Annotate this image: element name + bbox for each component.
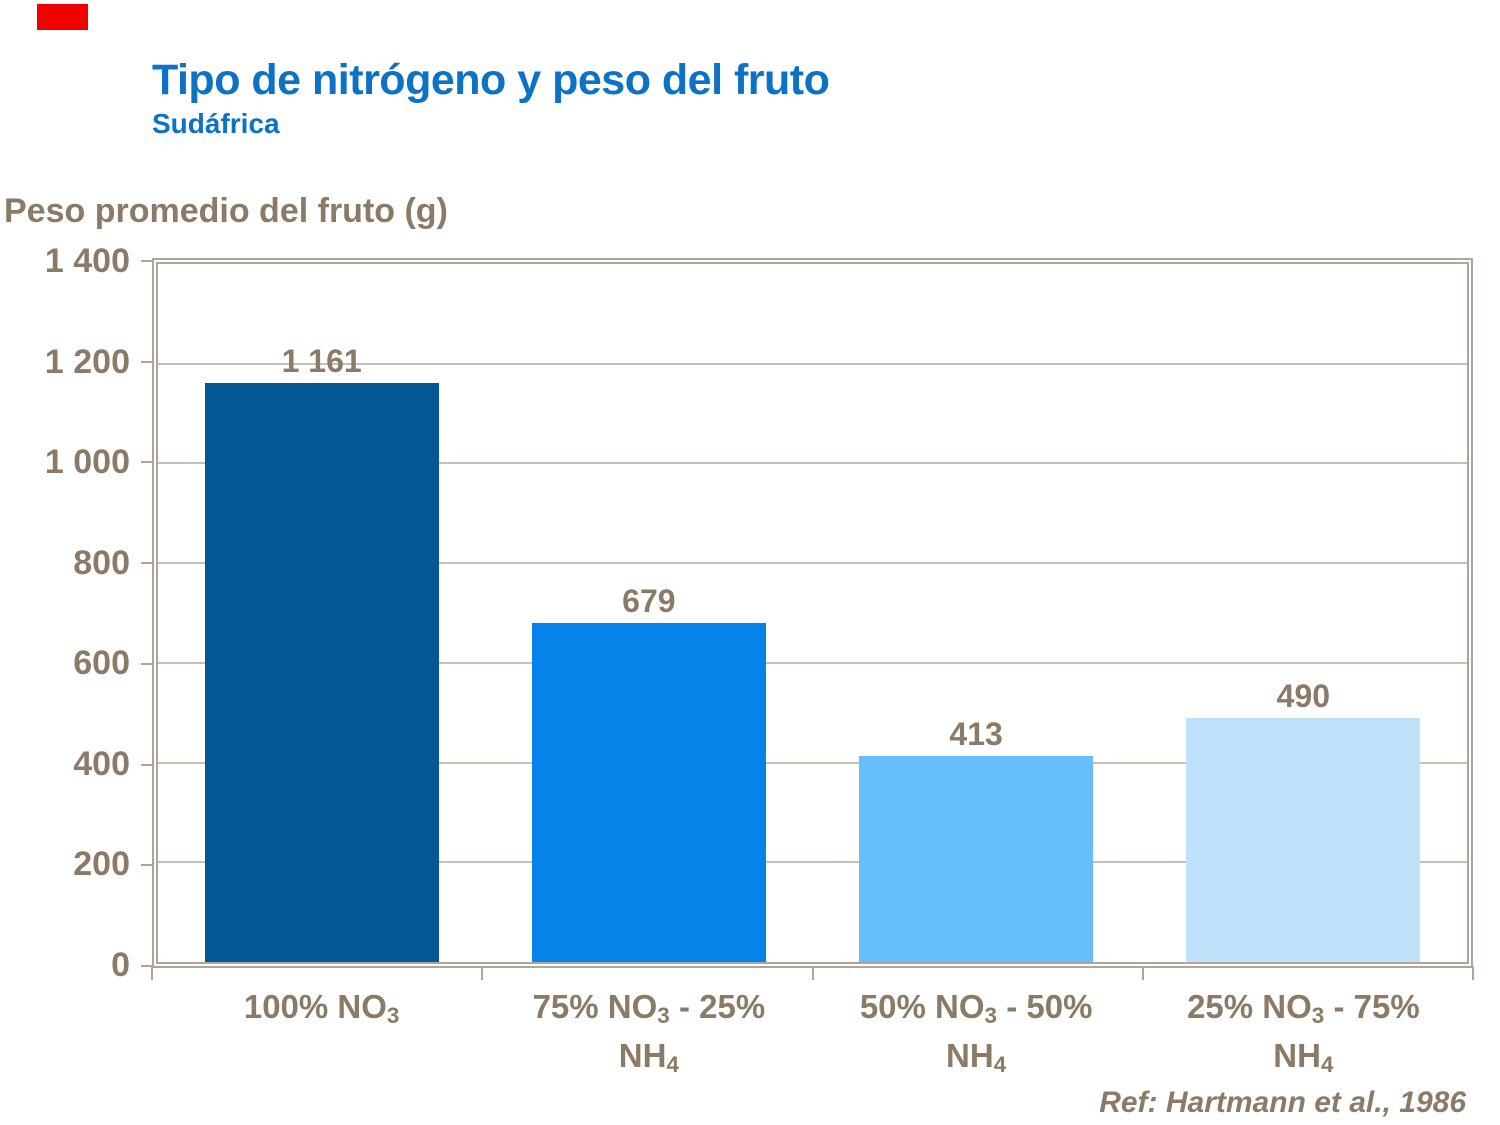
y-tick-mark — [141, 360, 154, 363]
y-axis-title: Peso promedio del fruto (g) — [4, 192, 448, 230]
gridline — [158, 562, 1467, 565]
gridline — [158, 761, 1467, 764]
bar-series: 1 161 679 413 490 — [158, 264, 1467, 962]
x-label-line2: NH4 — [946, 1037, 1007, 1077]
y-tick-label: 1 000 — [44, 443, 130, 482]
bar-value-label: 413 — [949, 716, 1003, 753]
bar-column: 679 — [485, 264, 812, 962]
x-tick-mark — [1472, 966, 1474, 980]
bar-value-label: 1 161 — [281, 343, 362, 380]
x-tick-mark — [811, 966, 814, 980]
y-tick-mark — [141, 964, 154, 967]
y-tick-label: 200 — [73, 845, 130, 884]
gridlines — [158, 264, 1467, 962]
x-axis-label: 100% NO3 — [158, 984, 485, 1082]
bar — [531, 623, 766, 962]
bar-value-label: 490 — [1276, 677, 1331, 714]
y-tick-label: 1 400 — [44, 242, 130, 280]
bar-column: 490 — [1140, 264, 1467, 962]
bar-value-label: 679 — [622, 583, 676, 620]
x-tick-mark — [1141, 966, 1144, 980]
bar-column: 413 — [813, 264, 1140, 962]
y-tick-label: 400 — [73, 744, 130, 783]
x-axis-labels: 100% NO3 75% NO3 - 25% NH4 50% NO3 - 50%… — [158, 984, 1467, 1082]
page-subtitle: Sudáfrica — [152, 108, 280, 139]
y-tick-label: 0 — [111, 945, 130, 984]
x-axis-tick-marks — [151, 966, 1474, 980]
x-label-line1: 75% NO3 - 25% — [532, 988, 766, 1028]
x-tick-mark — [481, 966, 484, 980]
bar-column: 1 161 — [158, 264, 485, 962]
y-axis-tick-labels: 1 400 1 200 1 000 800 600 400 200 0 — [0, 244, 130, 982]
page-title: Tipo de nitrógeno y peso del fruto — [152, 56, 830, 104]
y-tick-mark — [141, 864, 154, 867]
gridline — [158, 861, 1467, 864]
gridline — [158, 462, 1467, 465]
x-label-line2: NH4 — [618, 1037, 679, 1077]
x-label-line1: 50% NO3 - 50% — [859, 988, 1093, 1028]
y-tick-mark — [141, 260, 154, 262]
chart-plot-area: 1 161 679 413 490 — [152, 258, 1473, 968]
y-tick-label: 600 — [73, 644, 130, 683]
y-axis-tick-marks — [141, 260, 154, 967]
x-label-line2: NH4 — [1273, 1037, 1334, 1077]
gridline — [158, 362, 1467, 365]
x-label-line1: 100% NO3 — [243, 988, 400, 1028]
gridline — [158, 661, 1467, 664]
x-label-line1: 25% NO3 - 75% — [1187, 988, 1420, 1028]
y-tick-mark — [141, 562, 154, 565]
bar — [859, 756, 1094, 962]
x-tick-mark — [151, 966, 153, 980]
y-tick-mark — [141, 461, 154, 464]
bar — [1186, 717, 1421, 962]
x-axis-label: 25% NO3 - 75% NH4 — [1140, 984, 1467, 1082]
x-axis-label: 75% NO3 - 25% NH4 — [485, 984, 812, 1082]
y-tick-label: 800 — [73, 543, 130, 582]
y-tick-mark — [141, 763, 154, 766]
x-axis-label: 50% NO3 - 50% NH4 — [813, 984, 1140, 1082]
reference-note: Ref: Hartmann et al., 1986 — [1099, 1086, 1466, 1119]
y-tick-mark — [141, 662, 154, 665]
red-logo-mark — [37, 4, 88, 30]
y-tick-label: 1 200 — [44, 342, 130, 381]
bar — [204, 383, 439, 962]
